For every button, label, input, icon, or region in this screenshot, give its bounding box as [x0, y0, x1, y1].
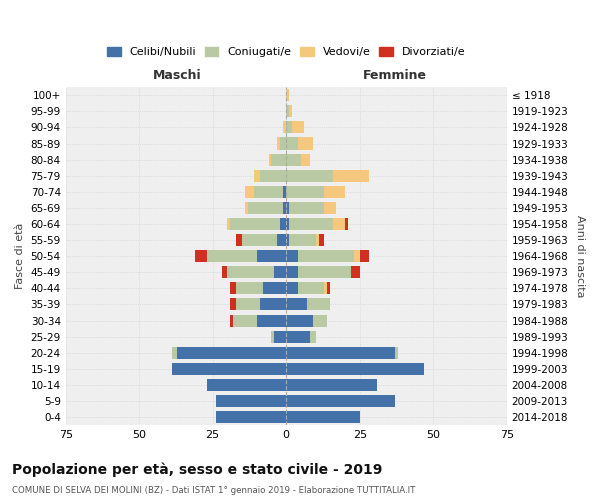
Bar: [286, 346, 395, 359]
Bar: [307, 298, 331, 310]
Bar: [271, 154, 286, 166]
Bar: [172, 346, 178, 359]
Text: COMUNE DI SELVA DEI MOLINI (BZ) - Dati ISTAT 1° gennaio 2019 - Elaborazione TUTT: COMUNE DI SELVA DEI MOLINI (BZ) - Dati I…: [12, 486, 415, 495]
Bar: [345, 218, 348, 230]
Y-axis label: Fasce di età: Fasce di età: [15, 223, 25, 290]
Bar: [289, 106, 292, 118]
Bar: [289, 234, 316, 246]
Bar: [298, 250, 354, 262]
Bar: [395, 346, 398, 359]
Bar: [263, 282, 286, 294]
Bar: [286, 122, 292, 134]
Bar: [280, 138, 286, 149]
Text: Popolazione per età, sesso e stato civile - 2019: Popolazione per età, sesso e stato civil…: [12, 462, 382, 477]
Bar: [313, 314, 328, 326]
Bar: [233, 314, 257, 326]
Bar: [286, 379, 377, 391]
Text: Maschi: Maschi: [153, 70, 202, 82]
Bar: [333, 218, 345, 230]
Bar: [286, 154, 301, 166]
Bar: [215, 395, 286, 407]
Bar: [286, 106, 289, 118]
Bar: [286, 218, 289, 230]
Bar: [274, 266, 286, 278]
Bar: [257, 314, 286, 326]
Bar: [286, 395, 395, 407]
Bar: [298, 266, 351, 278]
Bar: [286, 314, 313, 326]
Bar: [292, 122, 304, 134]
Bar: [280, 218, 286, 230]
Bar: [245, 186, 254, 198]
Bar: [254, 186, 283, 198]
Bar: [286, 411, 360, 423]
Bar: [286, 89, 289, 102]
Bar: [236, 234, 242, 246]
Bar: [286, 250, 298, 262]
Bar: [271, 330, 274, 342]
Bar: [236, 282, 263, 294]
Bar: [310, 330, 316, 342]
Bar: [325, 186, 345, 198]
Bar: [298, 138, 313, 149]
Bar: [286, 282, 298, 294]
Bar: [289, 202, 325, 214]
Bar: [230, 218, 280, 230]
Bar: [283, 186, 286, 198]
Bar: [242, 234, 277, 246]
Bar: [172, 363, 286, 375]
Text: Femmine: Femmine: [363, 70, 427, 82]
Bar: [328, 282, 331, 294]
Bar: [325, 202, 336, 214]
Bar: [207, 379, 286, 391]
Bar: [277, 234, 286, 246]
Bar: [360, 250, 368, 262]
Bar: [316, 234, 319, 246]
Bar: [236, 298, 260, 310]
Bar: [230, 282, 236, 294]
Bar: [286, 234, 289, 246]
Bar: [227, 266, 274, 278]
Bar: [286, 202, 289, 214]
Bar: [260, 298, 286, 310]
Bar: [354, 250, 360, 262]
Legend: Celibi/Nubili, Coniugati/e, Vedovi/e, Divorziati/e: Celibi/Nubili, Coniugati/e, Vedovi/e, Di…: [103, 42, 469, 62]
Bar: [260, 170, 286, 181]
Bar: [227, 218, 230, 230]
Bar: [230, 298, 236, 310]
Bar: [286, 363, 424, 375]
Bar: [230, 314, 233, 326]
Bar: [286, 266, 298, 278]
Bar: [286, 170, 333, 181]
Bar: [195, 250, 207, 262]
Bar: [286, 186, 325, 198]
Bar: [254, 170, 260, 181]
Bar: [245, 202, 248, 214]
Bar: [319, 234, 325, 246]
Bar: [283, 122, 286, 134]
Bar: [286, 298, 307, 310]
Bar: [351, 266, 360, 278]
Bar: [248, 202, 283, 214]
Bar: [207, 250, 257, 262]
Bar: [274, 330, 286, 342]
Bar: [257, 250, 286, 262]
Y-axis label: Anni di nascita: Anni di nascita: [575, 215, 585, 298]
Bar: [333, 170, 368, 181]
Bar: [301, 154, 310, 166]
Bar: [325, 282, 328, 294]
Bar: [283, 202, 286, 214]
Bar: [286, 138, 298, 149]
Bar: [286, 330, 310, 342]
Bar: [215, 411, 286, 423]
Bar: [289, 218, 333, 230]
Bar: [269, 154, 271, 166]
Bar: [178, 346, 286, 359]
Bar: [298, 282, 325, 294]
Bar: [221, 266, 227, 278]
Bar: [277, 138, 280, 149]
